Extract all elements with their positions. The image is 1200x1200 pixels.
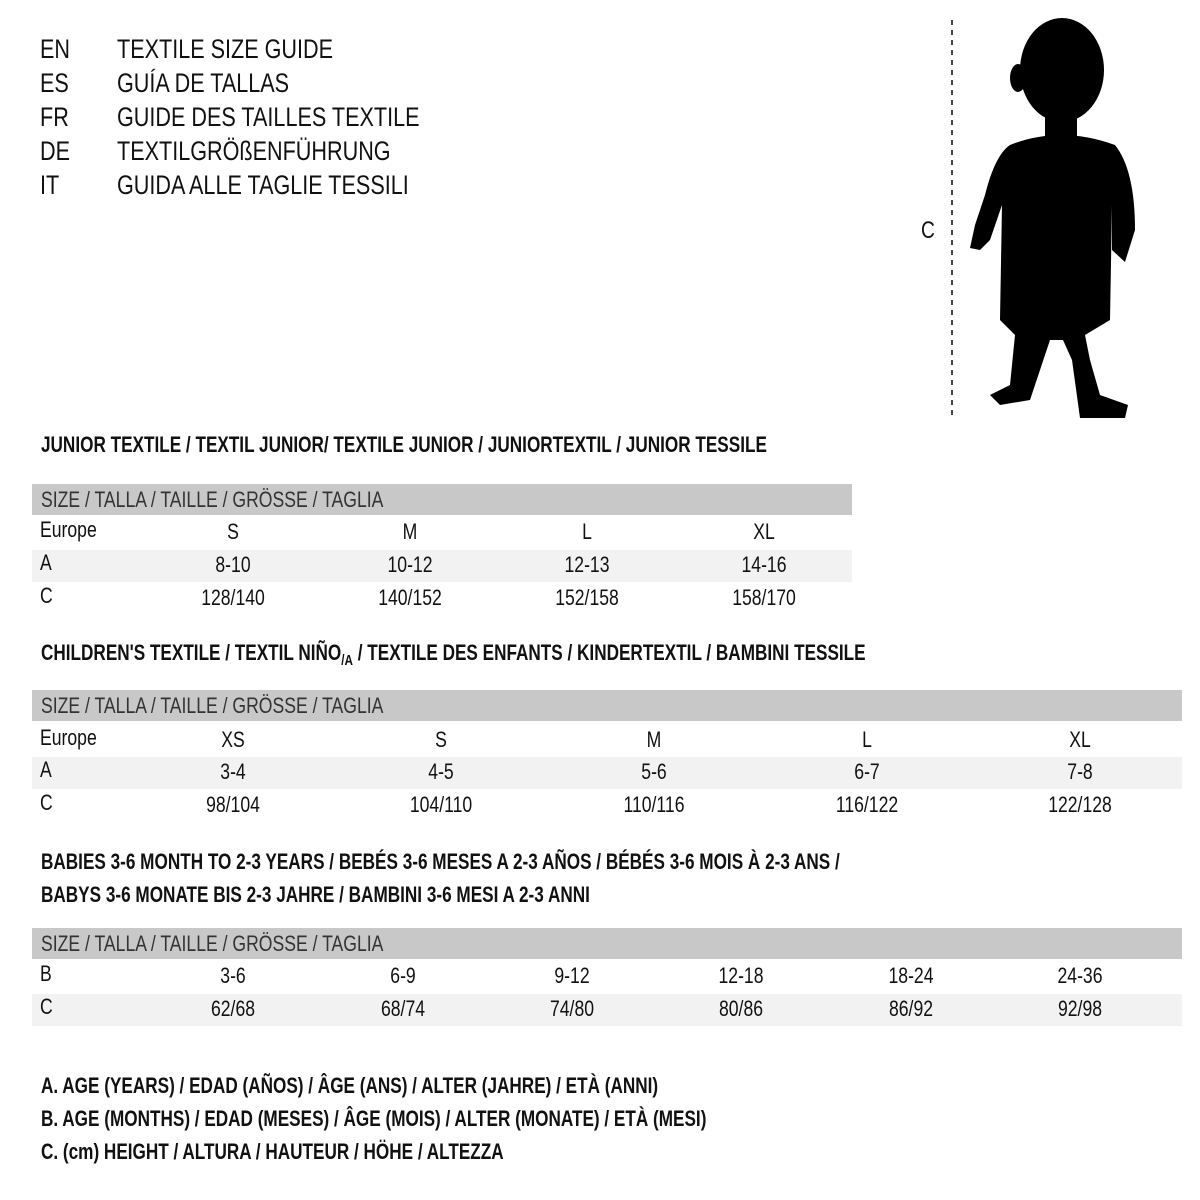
section-heading-junior: JUNIOR TEXTILE / TEXTIL JUNIOR/ TEXTILE … — [41, 432, 767, 457]
row-label: C — [40, 583, 53, 608]
table-row-bg — [32, 757, 1182, 789]
table-cell: 6-7 — [854, 759, 880, 784]
title-text: TEXTILGRÖßENFÜHRUNG — [117, 136, 391, 166]
size-header: SIZE / TALLA / TAILLE / GRÖSSE / TAGLIA — [41, 693, 384, 718]
table-cell: 104/110 — [409, 792, 473, 817]
table-cell: 152/158 — [555, 585, 619, 610]
title-text: GUÍA DE TALLAS — [117, 68, 290, 98]
table-cell: 62/68 — [210, 996, 256, 1021]
table-cell: S — [227, 519, 239, 544]
table-cell: M — [646, 727, 662, 752]
table-cell: XL — [1069, 727, 1091, 752]
table-cell: XS — [221, 727, 245, 752]
title-text: TEXTILE SIZE GUIDE — [117, 34, 334, 64]
title-language-code: FR — [40, 102, 69, 132]
table-cell: 140/152 — [378, 585, 442, 610]
size-header-bar — [32, 928, 1182, 959]
size-header-bar — [32, 484, 852, 515]
title-text: GUIDE DES TAILLES TEXTILE — [117, 102, 420, 132]
size-header: SIZE / TALLA / TAILLE / GRÖSSE / TAGLIA — [41, 931, 384, 956]
row-label: A — [40, 757, 52, 782]
table-cell: 8-10 — [215, 552, 251, 577]
heading-subscript: /A — [341, 652, 353, 669]
legend-line: C. (cm) HEIGHT / ALTURA / HAUTEUR / HÖHE… — [41, 1139, 504, 1164]
figure-height-label: C — [921, 217, 935, 244]
table-cell: 24-36 — [1057, 963, 1103, 988]
table-cell: 68/74 — [380, 996, 426, 1021]
section-heading-children: CHILDREN'S TEXTILE / TEXTIL NIÑO/A / TEX… — [41, 640, 866, 669]
title-language-code: IT — [40, 170, 60, 200]
table-cell: L — [582, 519, 592, 544]
table-cell: 5-6 — [641, 759, 667, 784]
row-label: C — [40, 994, 53, 1019]
table-cell: 10-12 — [387, 552, 433, 577]
row-label: Europe — [40, 517, 97, 542]
table-cell: 128/140 — [201, 585, 265, 610]
table-cell: 4-5 — [428, 759, 454, 784]
table-cell: 86/92 — [888, 996, 934, 1021]
title-text: GUIDA ALLE TAGLIE TESSILI — [117, 170, 409, 200]
table-cell: 3-4 — [220, 759, 246, 784]
row-label: C — [40, 790, 53, 815]
table-cell: 12-13 — [564, 552, 610, 577]
table-cell: 6-9 — [390, 963, 416, 988]
size-header: SIZE / TALLA / TAILLE / GRÖSSE / TAGLIA — [41, 487, 384, 512]
title-language-code: DE — [40, 136, 71, 166]
table-row-bg — [32, 994, 1182, 1026]
table-row-bg — [32, 550, 852, 582]
table-cell: 98/104 — [206, 792, 260, 817]
table-cell: 74/80 — [549, 996, 595, 1021]
section-heading-babies: BABIES 3-6 MONTH TO 2-3 YEARS / BEBÉS 3-… — [41, 849, 840, 874]
table-cell: M — [402, 519, 418, 544]
title-language-code: ES — [40, 68, 69, 98]
legend-line: B. AGE (MONTHS) / EDAD (MESES) / ÂGE (MO… — [41, 1106, 707, 1131]
child-silhouette-icon — [951, 18, 1135, 418]
heading-part: CHILDREN'S TEXTILE / TEXTIL NIÑO — [41, 640, 342, 665]
table-cell: 3-6 — [220, 963, 246, 988]
table-cell: 80/86 — [718, 996, 764, 1021]
row-label: B — [40, 961, 52, 986]
legend-line: A. AGE (YEARS) / EDAD (AÑOS) / ÂGE (ANS)… — [41, 1073, 659, 1098]
section-heading-babies: BABYS 3-6 MONATE BIS 2-3 JAHRE / BAMBINI… — [41, 882, 590, 907]
table-cell: L — [862, 727, 872, 752]
table-cell: 110/116 — [623, 792, 685, 817]
size-header-bar — [32, 690, 1182, 721]
table-cell: 122/128 — [1048, 792, 1112, 817]
table-cell: 116/122 — [835, 792, 899, 817]
table-cell: 9-12 — [554, 963, 590, 988]
row-label: Europe — [40, 725, 97, 750]
heading-part: / TEXTILE DES ENFANTS / KINDERTEXTIL / B… — [352, 640, 866, 665]
table-cell: 7-8 — [1067, 759, 1093, 784]
table-cell: 14-16 — [741, 552, 787, 577]
table-cell: 18-24 — [888, 963, 934, 988]
title-language-code: EN — [40, 34, 71, 64]
row-label: A — [40, 550, 52, 575]
table-cell: 12-18 — [718, 963, 764, 988]
table-cell: XL — [753, 519, 775, 544]
table-cell: 92/98 — [1057, 996, 1103, 1021]
table-cell: 158/170 — [732, 585, 796, 610]
table-cell: S — [435, 727, 447, 752]
